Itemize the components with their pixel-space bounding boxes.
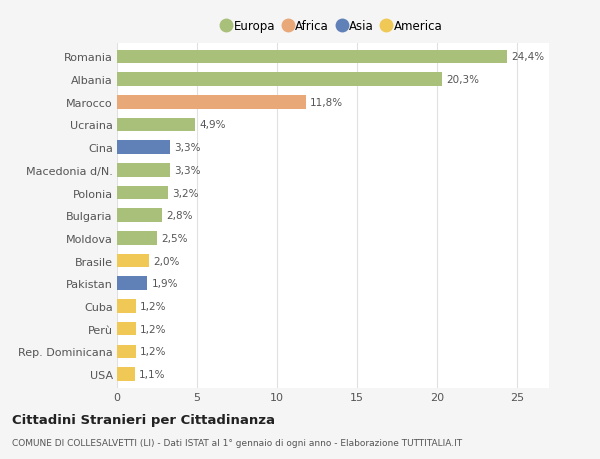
Text: Cittadini Stranieri per Cittadinanza: Cittadini Stranieri per Cittadinanza <box>12 413 275 426</box>
Text: 2,0%: 2,0% <box>153 256 179 266</box>
Bar <box>117 95 306 109</box>
Text: 2,8%: 2,8% <box>166 211 193 221</box>
Bar <box>117 277 148 291</box>
Bar <box>117 73 442 87</box>
Text: 20,3%: 20,3% <box>446 75 479 85</box>
Bar <box>117 345 136 358</box>
Text: 2,5%: 2,5% <box>161 233 187 243</box>
Bar <box>117 300 136 313</box>
Bar <box>117 368 134 381</box>
Legend: Europa, Africa, Asia, America: Europa, Africa, Asia, America <box>218 15 448 38</box>
Bar <box>117 254 149 268</box>
Text: 11,8%: 11,8% <box>310 97 343 107</box>
Bar <box>117 322 136 336</box>
Text: 1,9%: 1,9% <box>151 279 178 289</box>
Text: 3,3%: 3,3% <box>174 165 200 175</box>
Bar <box>117 209 162 223</box>
Text: 1,2%: 1,2% <box>140 324 167 334</box>
Text: 1,1%: 1,1% <box>139 369 165 379</box>
Text: 1,2%: 1,2% <box>140 301 167 311</box>
Bar <box>117 164 170 177</box>
Text: 1,2%: 1,2% <box>140 347 167 357</box>
Text: 4,9%: 4,9% <box>199 120 226 130</box>
Text: 3,3%: 3,3% <box>174 143 200 153</box>
Text: 3,2%: 3,2% <box>172 188 199 198</box>
Text: COMUNE DI COLLESALVETTI (LI) - Dati ISTAT al 1° gennaio di ogni anno - Elaborazi: COMUNE DI COLLESALVETTI (LI) - Dati ISTA… <box>12 438 462 448</box>
Bar <box>117 50 508 64</box>
Bar <box>117 141 170 155</box>
Text: 24,4%: 24,4% <box>511 52 545 62</box>
Bar <box>117 118 196 132</box>
Bar <box>117 186 168 200</box>
Bar <box>117 232 157 245</box>
